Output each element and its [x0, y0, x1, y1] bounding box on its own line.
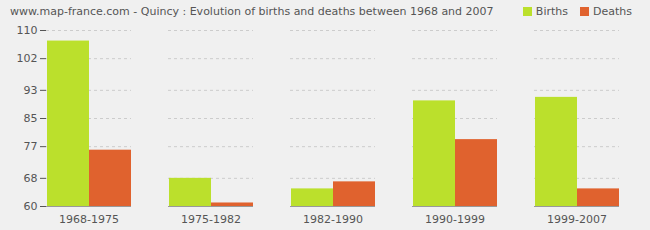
svg-text:1975-1982: 1975-1982 — [181, 213, 241, 226]
svg-text:93: 93 — [24, 84, 38, 97]
svg-text:77: 77 — [24, 140, 38, 153]
svg-text:110: 110 — [17, 24, 38, 37]
svg-text:102: 102 — [17, 52, 38, 65]
svg-text:1968-1975: 1968-1975 — [59, 213, 119, 226]
svg-text:1990-1999: 1990-1999 — [425, 213, 485, 226]
html-text:Births: Births — [535, 4, 568, 18]
svg-text:85: 85 — [24, 112, 38, 125]
svg-text:68: 68 — [24, 172, 38, 185]
html-text:www.map-france.com - Quincy :: www.map-france.com - Quincy : Evolution … — [10, 4, 494, 18]
svg-text:1999-2007: 1999-2007 — [547, 213, 607, 226]
html-text:Deaths: Deaths — [593, 4, 632, 18]
svg-text:1982-1990: 1982-1990 — [303, 213, 363, 226]
svg-text:60: 60 — [24, 200, 38, 213]
